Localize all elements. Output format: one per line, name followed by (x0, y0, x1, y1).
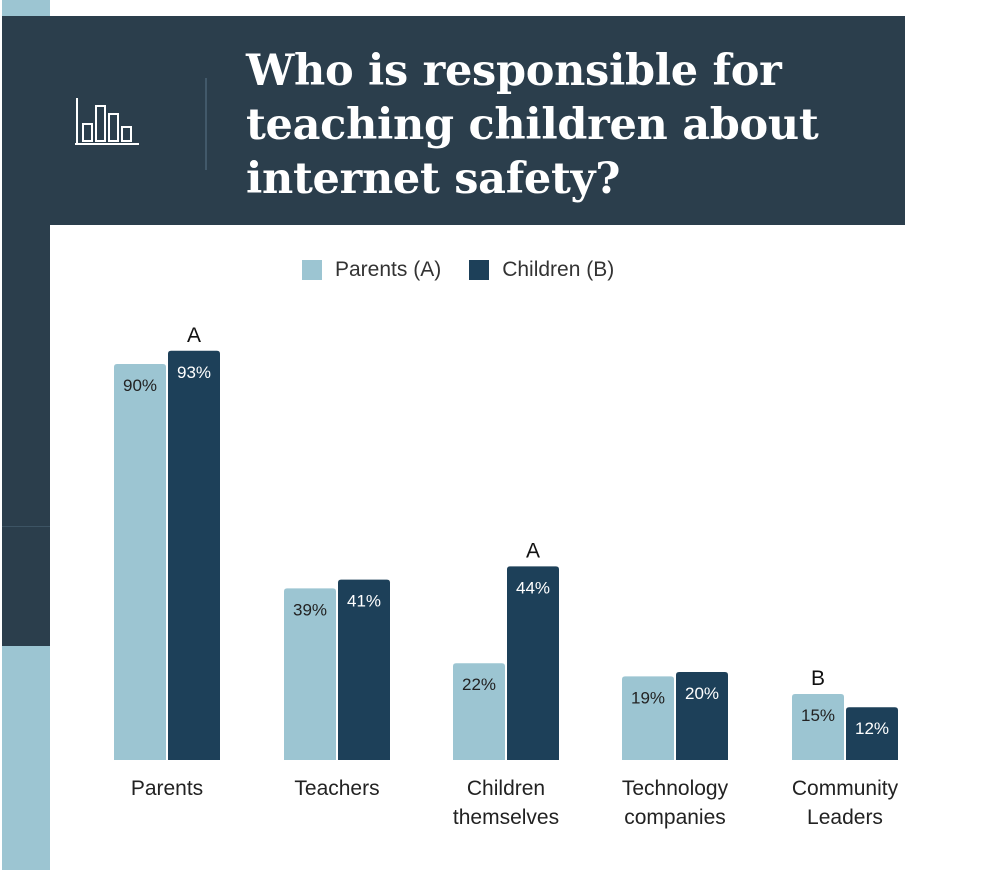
legend-swatch-series-a (302, 260, 322, 280)
bar-series-a (792, 694, 844, 760)
bar-series-b (676, 672, 728, 760)
data-label: 93% (177, 363, 211, 382)
chart-legend: Parents (A) Children (B) (302, 256, 642, 284)
bar-chart-icon (75, 98, 139, 145)
x-axis-tick-label: themselves (453, 806, 559, 829)
data-label: 12% (855, 719, 889, 738)
data-label: 44% (516, 578, 550, 597)
data-label: 20% (685, 684, 719, 703)
x-axis-tick-label: Leaders (807, 806, 883, 829)
data-label: 39% (293, 600, 327, 619)
data-label: 90% (123, 376, 157, 395)
bar-series-b (507, 566, 559, 760)
data-label: 19% (631, 688, 665, 707)
sidebar-divider (2, 526, 50, 527)
x-axis-tick-label: Technology (622, 777, 729, 800)
x-axis-tick-label: Children (467, 777, 545, 800)
data-label: 22% (462, 675, 496, 694)
header-banner (2, 16, 905, 225)
data-label: 15% (801, 706, 835, 725)
significance-marker: B (811, 667, 825, 690)
legend-item-series-b: Children (B) (469, 258, 614, 282)
legend-label-series-a: Parents (A) (335, 258, 442, 281)
bar-series-a (114, 364, 166, 760)
bar-series-b (168, 350, 220, 760)
header-divider (205, 78, 207, 170)
bar-series-b (338, 579, 390, 760)
bar-series-a (622, 676, 674, 760)
x-axis-tick-label: Community (792, 777, 899, 800)
legend-label-series-b: Children (B) (502, 258, 615, 281)
x-axis-tick-label: companies (624, 806, 726, 829)
bar-series-a (284, 588, 336, 760)
x-axis-tick-label: Teachers (294, 777, 379, 800)
bar-series-a (453, 663, 505, 760)
legend-swatch-series-b (469, 260, 490, 280)
significance-marker: A (187, 324, 201, 347)
page-title: Who is responsible for teaching children… (246, 46, 819, 204)
x-axis-tick-label: Parents (131, 777, 203, 800)
data-label: 41% (347, 592, 381, 611)
legend-item-series-a: Parents (A) (302, 258, 441, 282)
bar-series-b (846, 707, 898, 760)
significance-marker: A (526, 539, 540, 562)
